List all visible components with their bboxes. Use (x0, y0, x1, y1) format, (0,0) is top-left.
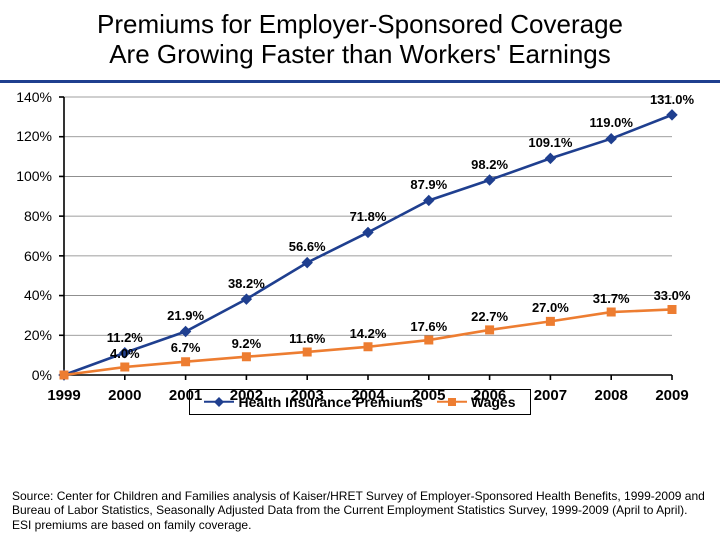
data-label: 109.1% (528, 135, 572, 150)
y-tick-label: 20% (24, 327, 52, 343)
x-tick-label: 2008 (595, 387, 628, 404)
data-label: 17.6% (410, 319, 447, 334)
x-tick-label: 2003 (291, 387, 324, 404)
title-rule (0, 80, 720, 83)
data-label: 14.2% (350, 326, 387, 341)
data-label: 38.2% (228, 276, 265, 291)
x-tick-label: 2001 (169, 387, 202, 404)
source-citation: Source: Center for Children and Families… (12, 489, 708, 532)
y-tick-label: 0% (32, 367, 52, 383)
title-line: Are Growing Faster than Workers' Earning… (20, 40, 700, 70)
y-tick-label: 140% (16, 89, 52, 105)
data-label: 6.7% (171, 340, 201, 355)
data-label: 27.0% (532, 300, 569, 315)
x-tick-label: 2009 (655, 387, 688, 404)
y-tick-label: 80% (24, 208, 52, 224)
data-label: 131.0% (650, 92, 694, 107)
data-label: 11.6% (289, 331, 325, 346)
y-tick-label: 120% (16, 128, 52, 144)
data-label: 11.2% (107, 330, 143, 345)
x-tick-label: 1999 (47, 387, 80, 404)
data-label: 87.9% (410, 177, 447, 192)
title-line: Premiums for Employer-Sponsored Coverage (20, 10, 700, 40)
data-label: 22.7% (471, 309, 508, 324)
chart-title: Premiums for Employer-Sponsored Coverage… (0, 0, 720, 76)
legend-swatch (437, 395, 467, 409)
data-label: 56.6% (289, 239, 326, 254)
legend-swatch (204, 395, 234, 409)
x-tick-label: 2007 (534, 387, 567, 404)
legend-label: Health Insurance Premiums (238, 394, 422, 410)
y-tick-label: 60% (24, 248, 52, 264)
data-label: 4.0% (110, 346, 140, 361)
chart-area: 0%20%40%60%80%100%120%140%19992000200120… (58, 91, 678, 381)
data-label: 33.0% (654, 288, 691, 303)
data-label: 71.8% (350, 209, 387, 224)
x-tick-label: 2004 (351, 387, 384, 404)
y-tick-label: 40% (24, 287, 52, 303)
data-label: 98.2% (471, 157, 508, 172)
y-tick-label: 100% (16, 168, 52, 184)
data-label: 31.7% (593, 291, 630, 306)
x-tick-label: 2002 (230, 387, 263, 404)
data-label: 9.2% (232, 336, 262, 351)
data-label: 119.0% (590, 115, 633, 130)
data-label: 21.9% (167, 308, 204, 323)
x-tick-label: 2006 (473, 387, 506, 404)
x-tick-label: 2000 (108, 387, 141, 404)
